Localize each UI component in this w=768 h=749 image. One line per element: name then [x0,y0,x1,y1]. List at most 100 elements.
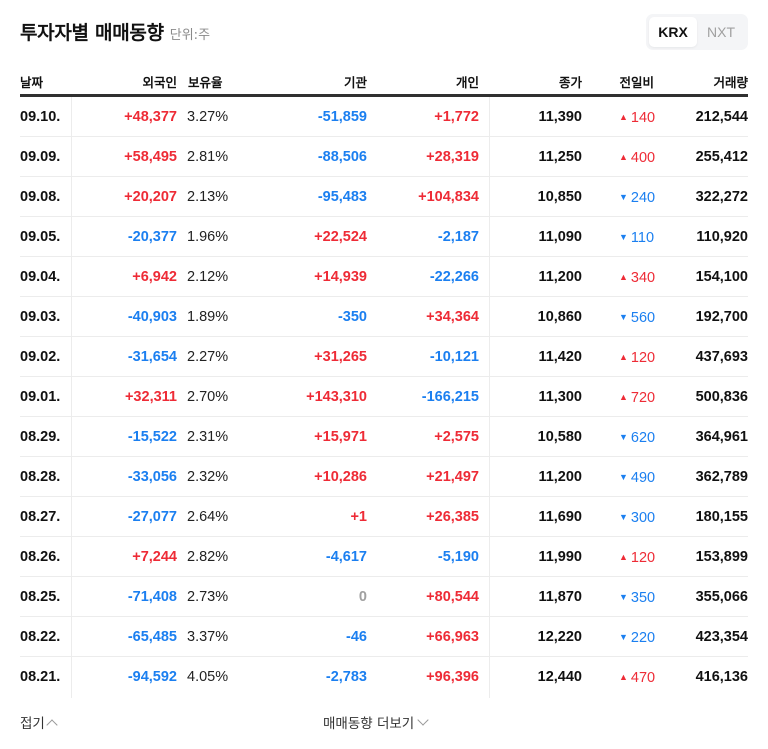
foreign-net-cell: +7,244 [132,549,177,565]
date-cell: 09.05. [20,229,61,245]
volume-cell: 255,412 [695,149,748,165]
institution-net-cell: -4,617 [325,549,367,565]
close-price-cell: 10,580 [537,429,582,445]
individual-net-cell: +104,834 [418,189,479,205]
date-cell: 09.04. [20,269,61,285]
change-value: 620 [630,430,656,446]
volume-cell: 362,789 [695,469,748,485]
close-price-cell: 11,200 [538,269,582,285]
table-row: 09.10. +48,377 3.27% -51,859 +1,772 11,390 ▲ 14… [20,97,748,137]
change-cell: ▲ 340 [619,257,655,297]
change-cell: ▲ 720 [619,377,655,417]
institution-net-cell: +22,524 [314,229,367,245]
change-value: 300 [630,510,656,526]
table-row: 09.01. +32,311 2.70% +143,310 -166,215 11,300… [20,377,748,417]
date-cell: 09.08. [20,189,61,205]
more-trading-button[interactable]: 매매동향 더보기 [323,711,429,733]
table-row: 08.27. -27,077 2.64% +1 +26,385 11,690 ▼ 300 180… [20,497,748,537]
change-value: 350 [630,590,656,606]
more-label: 매매동향 더보기 [323,716,415,732]
table-row: 09.04. +6,942 2.12% +14,939 -22,266 11,200 ▲ 34… [20,257,748,297]
table-row: 09.03. -40,903 1.89% -350 +34,364 10,860 ▼ 560 1… [20,297,748,337]
volume-cell: 355,066 [695,589,748,605]
col-institution: 기관 [343,75,367,90]
chevron-up-icon [46,718,58,731]
change-cell: ▼ 220 [619,617,655,657]
table-row: 08.28. -33,056 2.32% +10,286 +21,497 11,200 ▼ 4… [20,457,748,497]
individual-net-cell: +2,575 [434,429,479,445]
foreign-net-cell: +48,377 [124,109,177,125]
volume-cell: 500,836 [695,389,748,405]
triangle-down-icon: ▼ [619,512,628,522]
close-price-cell: 11,090 [538,229,582,245]
table-row: 08.21. -94,592 4.05% -2,783 +96,396 12,440 ▲ 47… [20,657,748,697]
triangle-down-icon: ▼ [619,232,628,242]
institution-net-cell: -46 [346,629,367,645]
foreign-net-cell: -94,592 [127,669,177,685]
triangle-up-icon: ▲ [619,392,628,402]
market-krx-button[interactable]: KRX [649,17,697,47]
individual-net-cell: +21,497 [426,469,479,485]
date-cell: 09.02. [20,349,61,365]
close-price-cell: 11,300 [538,389,582,405]
change-cell: ▲ 400 [619,137,655,177]
change-cell: ▼ 350 [619,577,655,617]
volume-cell: 212,544 [695,109,748,125]
individual-net-cell: -10,121 [429,349,479,365]
change-value: 470 [630,670,656,686]
triangle-down-icon: ▼ [619,472,628,482]
change-cell: ▲ 120 [619,337,655,377]
foreign-net-cell: -20,377 [127,229,177,245]
foreign-net-cell: +32,311 [124,389,177,405]
volume-cell: 416,136 [695,669,748,685]
individual-net-cell: -22,266 [429,269,479,285]
close-price-cell: 12,220 [537,629,582,645]
foreign-net-cell: -71,408 [127,589,177,605]
holding-ratio-cell: 3.37% [187,629,229,645]
change-value: 340 [630,270,656,286]
change-value: 110 [630,230,655,246]
table-row: 08.29. -15,522 2.31% +15,971 +2,575 10,580 ▼ 62… [20,417,748,457]
close-price-cell: 11,870 [538,589,582,605]
foreign-net-cell: +58,495 [124,149,177,165]
holding-ratio-cell: 2.73% [187,589,229,605]
close-price-cell: 11,990 [538,549,582,565]
holding-ratio-cell: 2.12% [187,269,229,285]
date-cell: 08.27. [20,509,61,525]
market-nxt-button[interactable]: NXT [707,24,735,40]
date-cell: 08.25. [20,589,61,605]
triangle-up-icon: ▲ [619,152,628,162]
table-row: 08.22. -65,485 3.37% -46 +66,963 12,220 ▼ 220 42… [20,617,748,657]
collapse-button[interactable]: 접기 [20,711,58,733]
table-header: 날짜 외국인 보유율 기관 개인 종가 전일비 거래량 [20,66,748,97]
institution-net-cell: +143,310 [306,389,367,405]
change-value: 120 [630,350,656,366]
date-cell: 09.01. [20,389,61,405]
foreign-net-cell: -33,056 [127,469,177,485]
date-cell: 08.28. [20,469,61,485]
col-change: 전일비 [619,75,654,90]
change-cell: ▲ 120 [619,537,655,577]
institution-net-cell: -51,859 [317,109,367,125]
triangle-down-icon: ▼ [619,192,628,202]
holding-ratio-cell: 2.64% [187,509,229,525]
chevron-down-icon [417,714,429,726]
volume-cell: 180,155 [695,509,748,525]
table-row: 09.09. +58,495 2.81% -88,506 +28,319 11,250 ▲ 4… [20,137,748,177]
col-date: 날짜 [20,75,44,90]
individual-net-cell: -2,187 [437,229,479,245]
volume-cell: 423,354 [695,629,748,645]
institution-net-cell: -88,506 [317,149,367,165]
col-close: 종가 [558,75,582,90]
change-cell: ▼ 560 [619,297,655,337]
triangle-up-icon: ▲ [619,352,628,362]
table-row: 08.26. +7,244 2.82% -4,617 -5,190 11,990 ▲ 120 1… [20,537,748,577]
volume-cell: 153,899 [695,549,748,565]
foreign-net-cell: +6,942 [132,269,177,285]
col-volume: 거래량 [713,75,748,90]
volume-cell: 322,272 [695,189,748,205]
volume-cell: 364,961 [695,429,748,445]
change-value: 120 [630,550,656,566]
date-cell: 09.10. [20,109,61,125]
change-value: 560 [630,310,656,326]
